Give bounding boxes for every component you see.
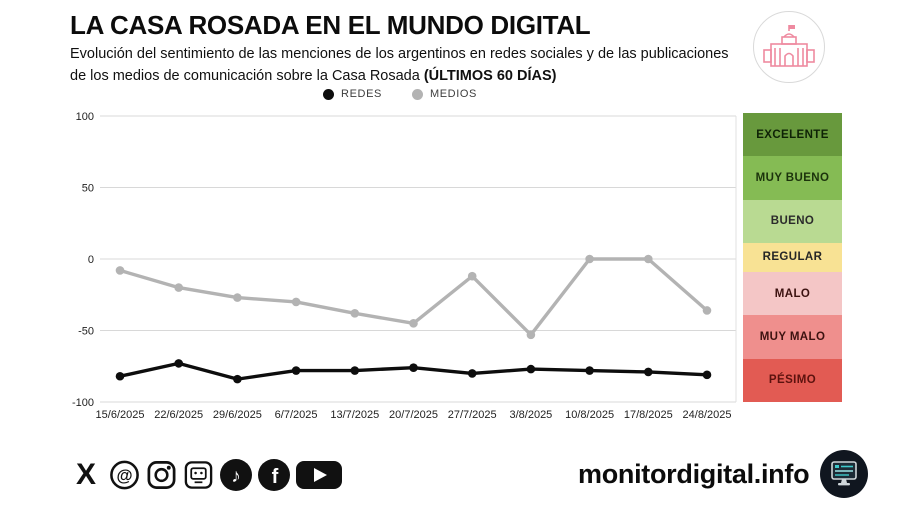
casa-rosada-icon (763, 25, 815, 67)
scale-band-excelente: EXCELENTE (743, 113, 842, 157)
x-tick-label: 24/8/2025 (683, 409, 732, 421)
data-point-redes (702, 370, 712, 380)
monitordigital-icon[interactable] (182, 458, 215, 492)
data-point-medios (350, 309, 360, 318)
x-tick-label: 20/7/2025 (389, 409, 438, 421)
casa-rosada-badge (753, 11, 825, 83)
data-point-redes (409, 363, 418, 372)
data-point-redes (350, 366, 360, 375)
x-tick-label: 6/7/2025 (275, 409, 318, 421)
x-tick-label: 10/8/2025 (565, 409, 614, 421)
data-point-redes (467, 369, 477, 378)
medios-dot-icon (411, 88, 423, 100)
x-tick-label: 17/8/2025 (624, 409, 673, 421)
facebook-icon[interactable]: f (257, 458, 291, 492)
data-point-redes (585, 366, 594, 375)
threads-icon[interactable]: @ (108, 458, 141, 492)
scale-band-muy-malo: MUY MALO (743, 315, 842, 359)
sentiment-scale: EXCELENTE MUY BUENO BUENO REGULAR MALO MUY MA… (743, 113, 842, 402)
data-point-medios (585, 254, 594, 264)
legend-item-medios: MEDIOS (411, 88, 477, 100)
data-point-redes (233, 374, 242, 384)
data-point-redes (644, 367, 653, 377)
x-tick-label: 27/7/2025 (448, 409, 497, 421)
youtube-icon[interactable] (295, 458, 343, 492)
subtitle-line1: Evolución del sentimiento de las mencion… (70, 46, 729, 62)
svg-text:X: X (76, 458, 96, 491)
data-point-medios (233, 293, 242, 302)
data-point-medios (467, 271, 477, 281)
x-tick-label: 3/8/2025 (509, 409, 552, 421)
y-tick-label: 50 (82, 183, 94, 195)
x-tick-label: 22/6/2025 (154, 409, 203, 421)
scale-band-pésimo: PÉSIMO (743, 358, 842, 402)
subtitle-bold: (ÚLTIMOS 60 DÍAS) (423, 67, 557, 84)
scale-band-malo: MALO (743, 271, 842, 316)
legend-label-redes: REDES (341, 88, 382, 100)
page-title: LA CASA ROSADA EN EL MUNDO DIGITAL (70, 10, 591, 40)
data-point-redes (174, 359, 183, 368)
redes-dot-icon (323, 88, 335, 100)
data-point-redes (291, 366, 301, 375)
x-tick-label: 29/6/2025 (213, 409, 262, 421)
data-point-medios (115, 266, 125, 275)
x-tick-label: 13/7/2025 (330, 409, 379, 421)
data-point-medios (409, 319, 418, 328)
chart-legend: REDES MEDIOS (60, 88, 740, 100)
scale-band-bueno: BUENO (743, 199, 842, 244)
instagram-icon[interactable] (145, 458, 178, 492)
x-icon[interactable]: X (68, 458, 104, 492)
scale-band-muy-bueno: MUY BUENO (743, 156, 842, 200)
site-name: monitordigital.info (578, 458, 810, 489)
legend-item-redes: REDES (323, 88, 382, 100)
data-point-redes (115, 371, 125, 381)
page-subtitle: Evolución del sentimiento de las mencion… (70, 44, 770, 88)
data-point-medios (702, 306, 712, 315)
y-tick-label: 0 (88, 254, 94, 266)
legend-label-medios: MEDIOS (429, 88, 477, 100)
data-point-medios (291, 297, 301, 307)
data-point-redes (526, 364, 536, 374)
y-tick-label: 100 (76, 111, 94, 123)
social-icons-row: X @ ♪ f (68, 456, 343, 494)
monitor-screen-icon (831, 461, 858, 486)
tiktok-icon[interactable]: ♪ (219, 458, 253, 492)
data-point-medios (174, 283, 183, 292)
svg-text:f: f (272, 466, 279, 488)
x-tick-label: 15/6/2025 (96, 409, 145, 421)
svg-text:♪: ♪ (231, 466, 241, 487)
footer-brand: monitordigital.info (578, 448, 869, 500)
data-point-medios (644, 254, 653, 264)
y-tick-label: -100 (72, 397, 94, 409)
line-chart: 100 50 0 -50 -100 15/6/2025 22/6/2025 29/6/2025… (60, 106, 740, 422)
y-tick-label: -50 (78, 326, 94, 338)
scale-band-regular: REGULAR (743, 243, 842, 272)
data-point-medios (526, 330, 536, 340)
subtitle-line2: de los medios de comunicación sobre la C… (70, 67, 424, 84)
svg-text:@: @ (116, 467, 132, 485)
monitordigital-logo (820, 450, 869, 498)
